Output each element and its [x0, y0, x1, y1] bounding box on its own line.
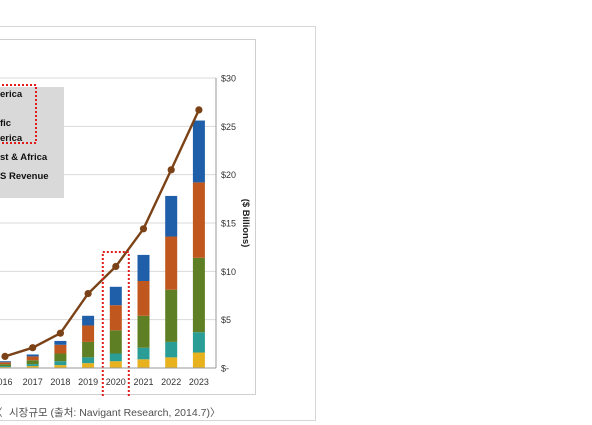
bar-segment [82, 325, 95, 342]
bar-segment [82, 363, 95, 368]
bar-segment [0, 366, 11, 368]
legend-entry: fic [0, 118, 11, 129]
revenue-point [112, 262, 120, 271]
chart-container: $- $5 $10 $15 $20 $25 $30 ($ Billions) 016 2017 20… [0, 39, 256, 396]
bar-segment [0, 362, 11, 365]
bar-segment [82, 357, 95, 364]
bar-segment [137, 315, 150, 348]
bar-segment [192, 182, 205, 258]
y-tick-label: $25 [221, 122, 236, 132]
x-tick-label: 2022 [161, 377, 181, 387]
bar-segment [54, 365, 67, 368]
bar-segment [109, 361, 122, 368]
bar-segment [54, 361, 67, 366]
bar-segment [109, 330, 122, 354]
y-tick-label: $- [221, 364, 229, 374]
bar-segment [26, 364, 39, 367]
bar-segment [165, 289, 178, 342]
revenue-point [167, 166, 175, 174]
stacked-revenue-chart: $- $5 $10 $15 $20 $25 $30 ($ Billions) 016 2017 20… [0, 74, 251, 396]
bars [0, 120, 205, 368]
bar-segment [54, 340, 67, 345]
x-tick-label: 2017 [23, 377, 43, 387]
revenue-point [56, 329, 64, 337]
bar-segment [165, 236, 178, 290]
figure-frame: $- $5 $10 $15 $20 $25 $30 ($ Billions) 016 2017 20… [0, 26, 316, 421]
bar-segment [137, 254, 150, 281]
revenue-line-path [4, 109, 200, 358]
bar-segment [109, 286, 122, 306]
axes: $- $5 $10 $15 $20 $25 $30 ($ Billions) 016 2017 20… [0, 74, 251, 387]
revenue-point [29, 344, 37, 352]
bar-segment [0, 361, 11, 363]
legend-entry: S Revenue [0, 171, 49, 182]
x-tick-label: 2023 [189, 377, 209, 387]
y-tick-label: $20 [221, 170, 236, 180]
highlight-box [101, 251, 130, 396]
legend: erica fic erica st & Africa S Revenue [0, 84, 64, 198]
highlight-2020-box [101, 251, 130, 396]
revenue-point [139, 225, 148, 233]
y-tick-label: $30 [221, 74, 236, 84]
x-tick-label: 2019 [78, 377, 98, 387]
legend-entry: erica [0, 89, 23, 100]
bar-segment [192, 120, 205, 183]
bar-segment [165, 195, 178, 237]
revenue-point [1, 352, 9, 360]
bar-segment [26, 354, 39, 357]
legend-entry: st & Africa [0, 152, 48, 163]
caption-bracket: 〈 [0, 405, 3, 420]
x-tick-label: 2020 [106, 377, 126, 387]
bar-segment [137, 359, 150, 368]
bar-segment [26, 366, 39, 368]
caption-text: 시장규모 (출처: Navigant Research, 2014.7)〉 [9, 407, 221, 419]
bar-segment [0, 364, 11, 367]
y-axis-title: ($ Billions) [240, 199, 251, 248]
bar-segment [137, 347, 150, 360]
bar-segment [82, 315, 95, 326]
bar-segment [165, 341, 178, 358]
bar-segment [165, 357, 178, 368]
bar-segment [82, 341, 95, 358]
x-tick-label: 2021 [133, 377, 153, 387]
bar-segment [109, 353, 122, 362]
y-tick-label: $15 [221, 219, 236, 229]
x-tick-label: 016 [0, 377, 13, 387]
bar-segment [192, 257, 205, 333]
bar-segment [26, 360, 39, 365]
bar-segment [192, 332, 205, 353]
legend-entry: erica [0, 133, 23, 144]
y-tick-label: $10 [221, 267, 236, 277]
bar-segment [54, 353, 67, 362]
bar-segment [54, 344, 67, 354]
x-tick-label: 2018 [50, 377, 70, 387]
revenue-line [1, 106, 203, 360]
bar-segment [26, 356, 39, 361]
revenue-point [195, 106, 203, 114]
bar-segment [192, 352, 205, 368]
y-tick-label: $5 [221, 315, 231, 325]
bar-segment [109, 305, 122, 331]
revenue-point [84, 289, 92, 298]
bar-segment [137, 281, 150, 316]
